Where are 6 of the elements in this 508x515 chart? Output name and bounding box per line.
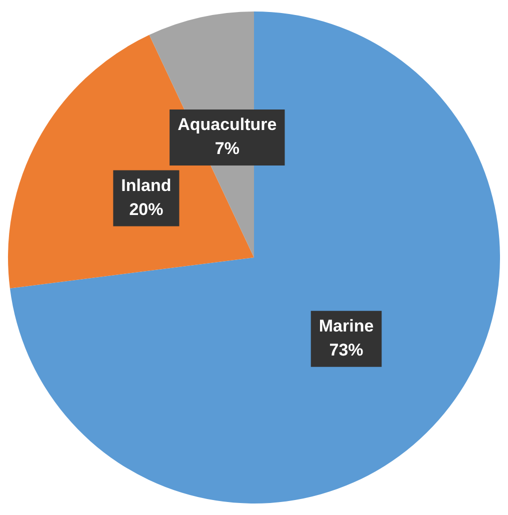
data-label: 73% [329, 340, 364, 360]
slice-label: Aquaculture [178, 115, 277, 134]
slice-label: Inland [121, 176, 172, 195]
data-label: 20% [129, 200, 164, 219]
slice-label: Marine [318, 316, 374, 336]
data-label: 7% [214, 139, 240, 158]
